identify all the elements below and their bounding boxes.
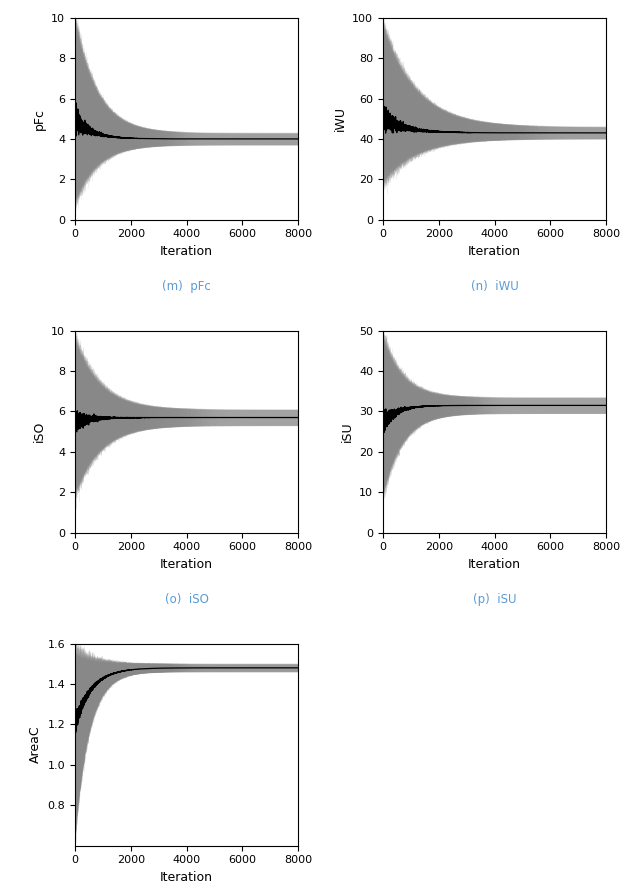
Y-axis label: iSU: iSU xyxy=(341,421,354,442)
Y-axis label: iSO: iSO xyxy=(32,421,46,442)
Text: (n)  iWU: (n) iWU xyxy=(471,280,519,293)
X-axis label: Iteration: Iteration xyxy=(160,245,213,258)
X-axis label: Iteration: Iteration xyxy=(160,558,213,570)
Text: (p)  iSU: (p) iSU xyxy=(473,593,516,606)
Text: (o)  iSO: (o) iSO xyxy=(164,593,209,606)
Text: (m)  pFc: (m) pFc xyxy=(162,280,211,293)
Y-axis label: iWU: iWU xyxy=(334,106,347,131)
X-axis label: Iteration: Iteration xyxy=(468,558,521,570)
X-axis label: Iteration: Iteration xyxy=(468,245,521,258)
Y-axis label: AreaC: AreaC xyxy=(29,725,42,764)
Y-axis label: pFc: pFc xyxy=(32,108,46,130)
X-axis label: Iteration: Iteration xyxy=(160,870,213,884)
